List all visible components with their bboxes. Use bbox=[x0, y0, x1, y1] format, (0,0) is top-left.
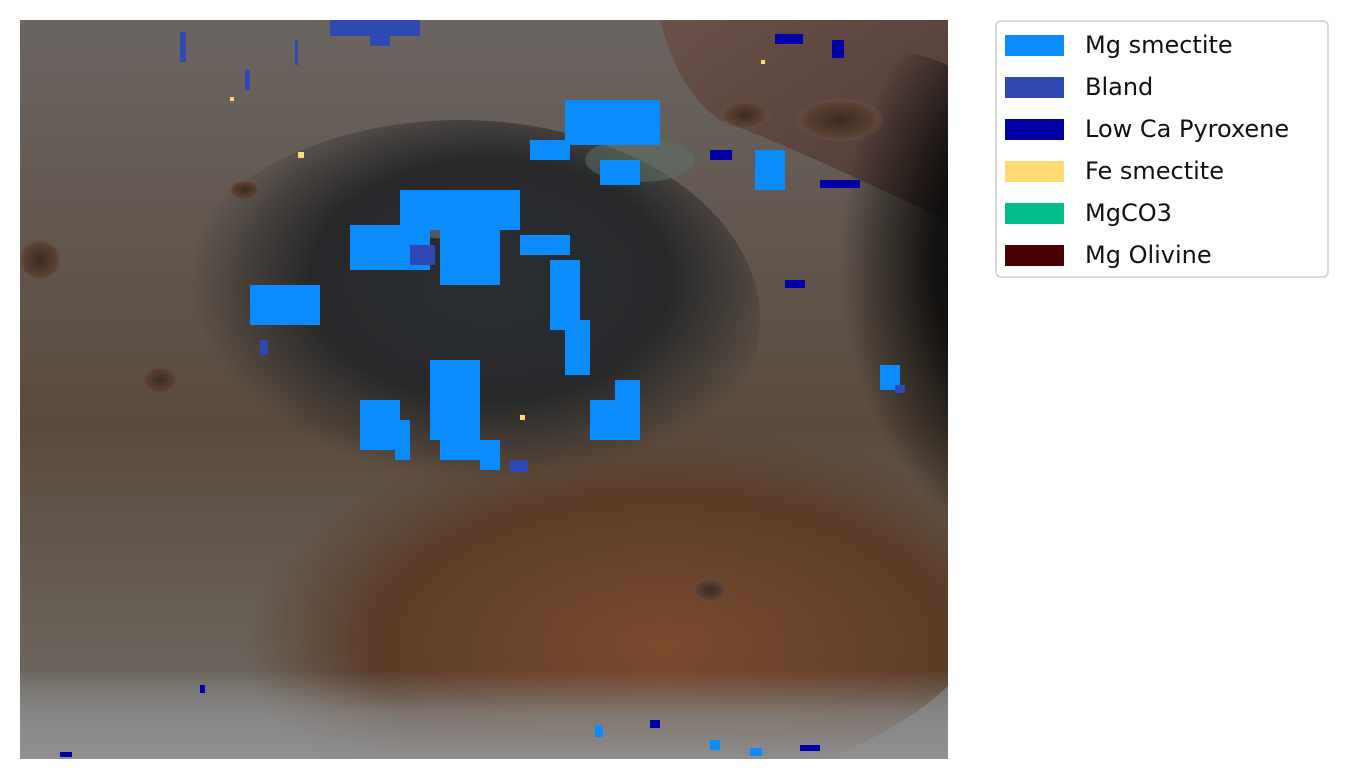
legend-swatch bbox=[1005, 160, 1064, 182]
mineral-map bbox=[20, 20, 948, 759]
legend-entry-mg-olivine: Mg Olivine bbox=[1005, 240, 1212, 270]
legend-label: MgCO3 bbox=[1085, 199, 1172, 227]
legend-swatch bbox=[1005, 244, 1064, 266]
mineral-map-image bbox=[20, 20, 948, 759]
legend-swatch bbox=[1005, 202, 1064, 224]
legend: Mg smectite Bland Low Ca Pyroxene Fe sme… bbox=[995, 20, 1329, 278]
legend-entry-low-ca-pyroxene: Low Ca Pyroxene bbox=[1005, 114, 1289, 144]
legend-label: Mg Olivine bbox=[1085, 241, 1212, 269]
legend-label: Fe smectite bbox=[1085, 157, 1224, 185]
legend-swatch bbox=[1005, 118, 1064, 140]
legend-swatch bbox=[1005, 76, 1064, 98]
legend-entry-fe-smectite: Fe smectite bbox=[1005, 156, 1224, 186]
legend-entry-bland: Bland bbox=[1005, 72, 1153, 102]
legend-label: Bland bbox=[1085, 73, 1154, 101]
legend-label: Mg smectite bbox=[1085, 31, 1233, 59]
legend-entry-mg-smectite: Mg smectite bbox=[1005, 30, 1233, 60]
legend-label: Low Ca Pyroxene bbox=[1085, 115, 1290, 143]
legend-swatch bbox=[1005, 34, 1064, 56]
legend-entry-mgco3: MgCO3 bbox=[1005, 198, 1172, 228]
